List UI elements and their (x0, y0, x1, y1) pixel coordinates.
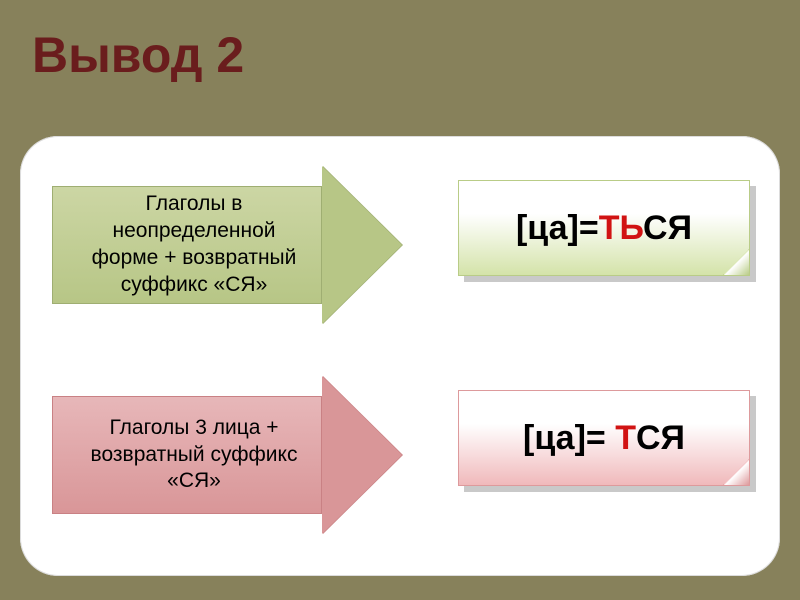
chevron-right-icon (322, 166, 402, 324)
arrow-text: Глаголы в неопределенной форме + возврат… (77, 191, 311, 299)
arrow-block-3rd-person: Глаголы 3 лица + возвратный суффикс «СЯ» (52, 376, 392, 534)
slide-frame: Вывод 2 Глаголы в неопределенной форме +… (0, 0, 800, 600)
arrow-text: Глаголы 3 лица + возвратный суффикс «СЯ» (77, 415, 311, 496)
chevron-right-icon (322, 376, 402, 534)
page-curl-icon (723, 249, 749, 275)
note-tsya-hard: [ца]= ТСЯ (458, 390, 750, 486)
arrow-body: Глаголы в неопределенной форме + возврат… (52, 186, 322, 304)
note-accent: ТЬ (599, 209, 643, 247)
note-tsya-soft: [ца]=ТЬСЯ (458, 180, 750, 276)
note-accent: Т (615, 419, 636, 457)
note-content: [ца]=ТЬСЯ (516, 209, 692, 248)
note-suffix: СЯ (643, 209, 692, 247)
note-prefix: [ца]= (516, 209, 599, 247)
page-curl-icon (723, 459, 749, 485)
note-suffix: СЯ (636, 419, 685, 457)
slide-title: Вывод 2 (32, 26, 244, 84)
arrow-body: Глаголы 3 лица + возвратный суффикс «СЯ» (52, 396, 322, 514)
arrow-block-infinitive: Глаголы в неопределенной форме + возврат… (52, 166, 392, 324)
note-content: [ца]= ТСЯ (523, 419, 685, 458)
note-prefix: [ца]= (523, 419, 615, 457)
